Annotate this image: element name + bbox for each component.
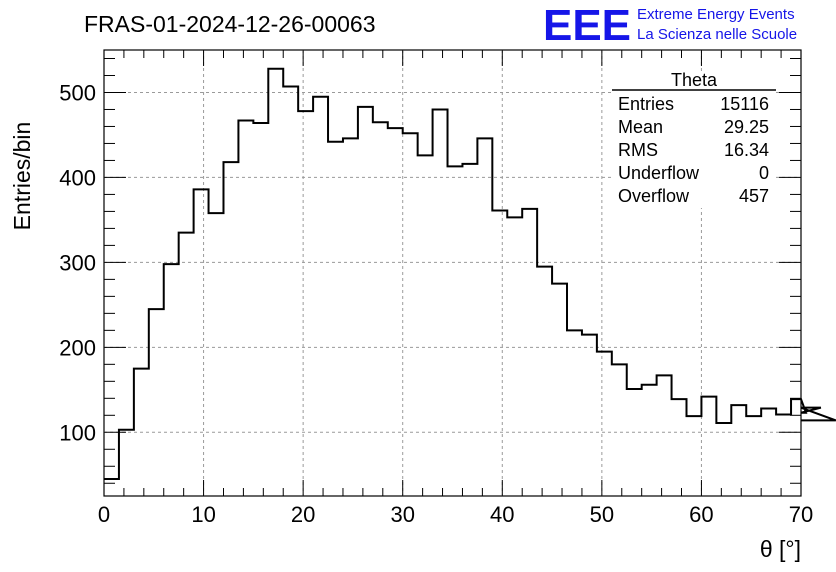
grid-lines [104,50,801,496]
x-tick-label: 50 [590,502,614,527]
stat-value-entries: 15116 [720,94,769,114]
brand-line-1: Extreme Energy Events [637,6,795,23]
x-tick-label: 20 [291,502,315,527]
y-tick-label: 400 [59,165,96,190]
x-tick-label: 40 [490,502,514,527]
x-axis-label: θ [°] [760,536,801,562]
axis-ticks [103,50,802,496]
stat-value-rms: 16.34 [724,140,769,160]
stat-label-overflow: Overflow [618,186,690,206]
x-tick-label: 70 [789,502,813,527]
x-tick-label: 10 [191,502,215,527]
eee-logo: EEE [543,1,631,50]
y-axis-label: Entries/bin [9,122,35,231]
stats-box: Theta Entries 15116 Mean 29.25 RMS 16.34… [612,70,776,208]
stat-label-underflow: Underflow [618,163,700,183]
brand-line-2: La Scienza nelle Scuole [637,26,797,43]
histogram-series-line [104,67,836,481]
tick-labels: 0 10 20 30 40 50 60 70 100 200 300 400 500 [59,80,813,527]
stat-label-entries: Entries [618,94,674,114]
x-tick-label: 30 [390,502,414,527]
x-tick-label: 60 [689,502,713,527]
y-tick-label: 300 [59,250,96,275]
stats-box-background [612,72,776,208]
y-tick-label: 200 [59,335,96,360]
stats-box-title: Theta [671,70,718,90]
y-tick-label: 100 [59,420,96,445]
stat-label-mean: Mean [618,117,663,137]
x-tick-label: 0 [98,502,110,527]
stat-value-mean: 29.25 [724,117,769,137]
stat-value-overflow: 457 [739,186,769,206]
plot-frame [103,49,802,497]
stat-value-underflow: 0 [759,163,769,183]
y-tick-label: 500 [59,80,96,105]
chart-title: FRAS-01-2024-12-26-00063 [84,11,376,37]
stat-label-rms: RMS [618,140,658,160]
